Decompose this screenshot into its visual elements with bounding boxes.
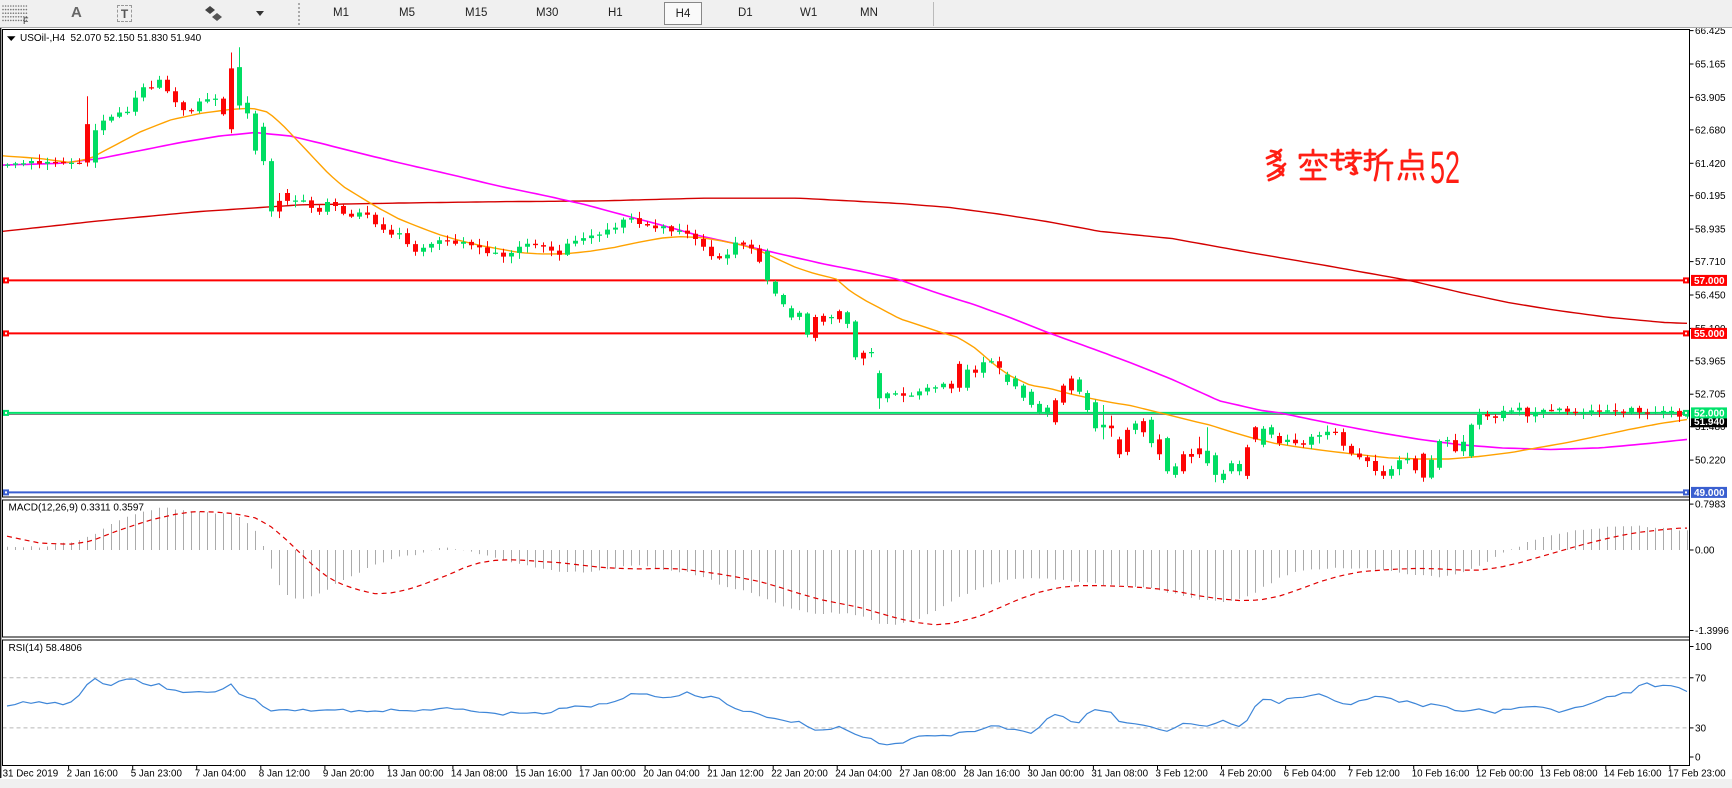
svg-text:7 Jan 04:00: 7 Jan 04:00 [195, 769, 247, 780]
svg-text:17 Feb 23:00: 17 Feb 23:00 [1668, 769, 1726, 780]
svg-text:15 Jan 16:00: 15 Jan 16:00 [515, 769, 572, 780]
svg-text:51.940: 51.940 [1694, 417, 1725, 428]
svg-text:6 Feb 04:00: 6 Feb 04:00 [1284, 769, 1337, 780]
svg-text:USOil-,H4 52.070 52.150 51.83: USOil-,H4 52.070 52.150 51.830 51.940 [20, 33, 202, 44]
svg-text:52.000: 52.000 [1694, 408, 1725, 419]
svg-text:14 Feb 16:00: 14 Feb 16:00 [1604, 769, 1662, 780]
svg-text:56.450: 56.450 [1695, 291, 1726, 302]
svg-text:13 Jan 00:00: 13 Jan 00:00 [387, 769, 444, 780]
svg-text:51.480: 51.480 [1695, 422, 1726, 433]
svg-text:14 Jan 08:00: 14 Jan 08:00 [451, 769, 508, 780]
svg-text:0: 0 [1695, 753, 1701, 764]
svg-text:66.425: 66.425 [1695, 26, 1726, 37]
svg-text:60.195: 60.195 [1695, 191, 1726, 202]
svg-text:30: 30 [1695, 723, 1707, 734]
svg-text:21 Jan 12:00: 21 Jan 12:00 [707, 769, 764, 780]
svg-text:17 Jan 00:00: 17 Jan 00:00 [579, 769, 636, 780]
svg-text:63.905: 63.905 [1695, 93, 1726, 104]
svg-text:20 Jan 04:00: 20 Jan 04:00 [643, 769, 700, 780]
svg-text:52: 52 [1430, 142, 1460, 193]
svg-text:10 Feb 16:00: 10 Feb 16:00 [1412, 769, 1470, 780]
svg-text:12 Feb 00:00: 12 Feb 00:00 [1476, 769, 1534, 780]
svg-text:5 Jan 23:00: 5 Jan 23:00 [131, 769, 183, 780]
svg-text:RSI(14) 58.4806: RSI(14) 58.4806 [9, 643, 83, 654]
svg-text:61.420: 61.420 [1695, 159, 1726, 170]
svg-text:31 Jan 08:00: 31 Jan 08:00 [1091, 769, 1148, 780]
svg-text:50.220: 50.220 [1695, 456, 1726, 467]
svg-text:31 Dec 2019: 31 Dec 2019 [3, 769, 59, 780]
svg-text:52.705: 52.705 [1695, 390, 1726, 401]
svg-text:62.680: 62.680 [1695, 125, 1726, 136]
svg-text:-1.3996: -1.3996 [1695, 626, 1729, 637]
svg-text:70: 70 [1695, 673, 1707, 684]
svg-text:27 Jan 08:00: 27 Jan 08:00 [899, 769, 956, 780]
svg-text:7 Feb 12:00: 7 Feb 12:00 [1348, 769, 1401, 780]
svg-text:58.935: 58.935 [1695, 225, 1726, 236]
svg-text:30 Jan 00:00: 30 Jan 00:00 [1027, 769, 1084, 780]
svg-text:F: F [23, 16, 29, 25]
svg-text:100: 100 [1695, 642, 1712, 653]
svg-text:MACD(12,26,9) 0.3311 0.3597: MACD(12,26,9) 0.3311 0.3597 [9, 503, 145, 514]
svg-text:8 Jan 12:00: 8 Jan 12:00 [259, 769, 311, 780]
svg-text:4 Feb 20:00: 4 Feb 20:00 [1220, 769, 1273, 780]
svg-text:22 Jan 20:00: 22 Jan 20:00 [771, 769, 828, 780]
svg-text:57.710: 57.710 [1695, 257, 1726, 268]
svg-text:28 Jan 16:00: 28 Jan 16:00 [963, 769, 1020, 780]
svg-text:2 Jan 16:00: 2 Jan 16:00 [67, 769, 119, 780]
svg-text:57.000: 57.000 [1694, 276, 1725, 287]
svg-text:0.00: 0.00 [1695, 546, 1715, 557]
svg-text:9 Jan 20:00: 9 Jan 20:00 [323, 769, 375, 780]
svg-text:65.165: 65.165 [1695, 60, 1726, 71]
svg-text:55.000: 55.000 [1694, 329, 1725, 340]
svg-text:49.000: 49.000 [1694, 488, 1725, 499]
svg-text:53.965: 53.965 [1695, 356, 1726, 367]
svg-text:24 Jan 04:00: 24 Jan 04:00 [835, 769, 892, 780]
svg-text:0.7983: 0.7983 [1695, 500, 1726, 511]
svg-text:3 Feb 12:00: 3 Feb 12:00 [1156, 769, 1209, 780]
svg-text:13 Feb 08:00: 13 Feb 08:00 [1540, 769, 1598, 780]
